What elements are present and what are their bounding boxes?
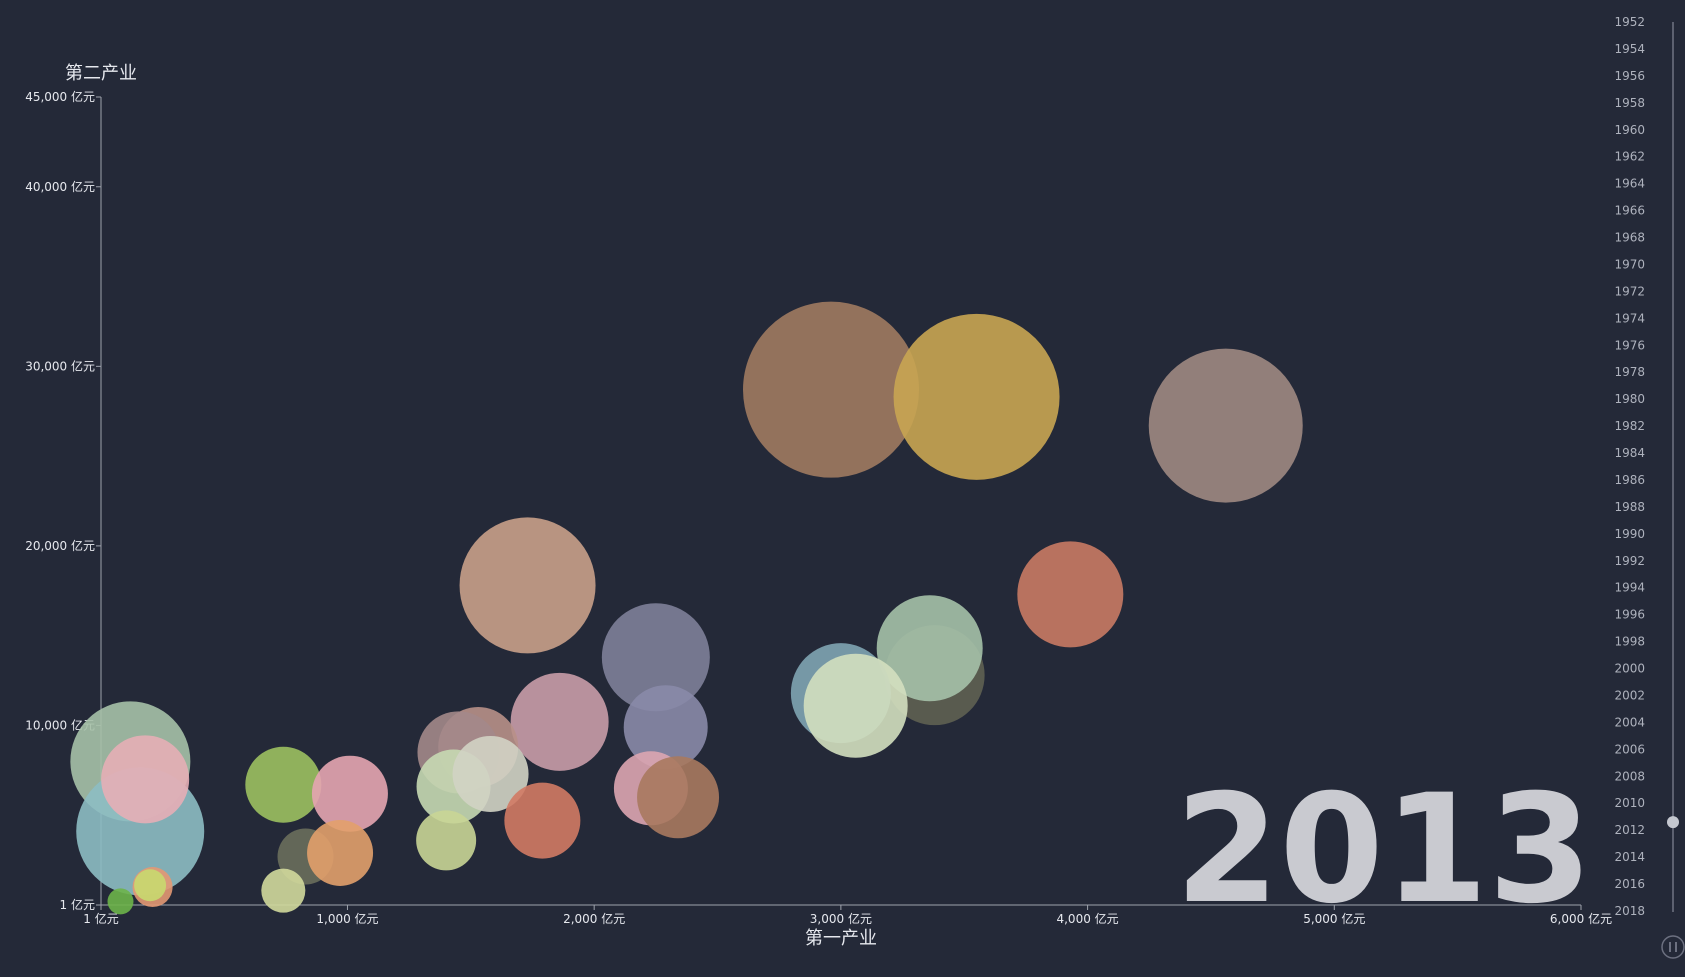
data-bubble[interactable] (623, 685, 708, 770)
x-axis-title: 第一产业 (805, 928, 877, 949)
x-tick-label: 2,000 亿元 (563, 911, 625, 926)
timeline-year-label[interactable]: 1990 (1614, 527, 1645, 541)
timeline-labels: 1952 1954 1956 1958 1960 1962 1964 1966 1968 1970… (1614, 15, 1645, 918)
pause-icon-bar-left (1669, 942, 1671, 952)
timeline-year-label[interactable]: 1956 (1614, 69, 1645, 83)
data-bubble[interactable] (1148, 348, 1303, 503)
y-tick-label: 30,000 亿元 (25, 358, 95, 373)
timeline-year-label[interactable]: 1976 (1614, 338, 1645, 352)
timeline-year-label[interactable]: 1964 (1614, 177, 1645, 191)
data-bubble[interactable] (637, 756, 720, 839)
data-bubble[interactable] (1017, 541, 1124, 648)
timeline-handle[interactable] (1667, 816, 1679, 829)
y-tick-label: 20,000 亿元 (25, 538, 95, 553)
timeline-year-label[interactable]: 1962 (1614, 150, 1645, 164)
timeline-year-label[interactable]: 2016 (1614, 877, 1645, 891)
timeline-year-label[interactable]: 1978 (1614, 365, 1645, 379)
x-tick-label: 4,000 亿元 (1056, 911, 1118, 926)
axes: 1 亿元 10,000 亿元 20,000 亿元 30,000 亿元 40,000 亿元… (25, 63, 1612, 949)
data-bubble[interactable] (803, 653, 908, 758)
timeline-year-label[interactable]: 1970 (1614, 257, 1645, 271)
data-bubble[interactable] (134, 869, 167, 902)
timeline-year-label[interactable]: 1972 (1614, 284, 1645, 298)
timeline-year-label[interactable]: 2006 (1614, 742, 1645, 756)
timeline-year-label[interactable]: 1952 (1614, 15, 1645, 29)
timeline-year-label[interactable]: 2000 (1614, 662, 1645, 676)
bubbles (70, 301, 1303, 915)
data-bubble[interactable] (245, 746, 322, 823)
data-bubble[interactable] (459, 517, 596, 654)
data-bubble[interactable] (876, 595, 983, 702)
timeline-year-label[interactable]: 2012 (1614, 823, 1645, 837)
x-tick-label: 3,000 亿元 (810, 911, 872, 926)
x-tick-label: 1,000 亿元 (316, 911, 378, 926)
data-bubble[interactable] (307, 819, 374, 886)
data-bubble[interactable] (416, 810, 477, 871)
data-bubble[interactable] (261, 868, 306, 913)
y-tick-label: 1 亿元 (60, 897, 95, 912)
pause-icon[interactable] (1661, 935, 1685, 959)
timeline-year-label[interactable]: 1998 (1614, 635, 1645, 649)
timeline-year-label[interactable]: 1986 (1614, 473, 1645, 487)
timeline-year-label[interactable]: 1992 (1614, 554, 1645, 568)
y-tick-label: 40,000 亿元 (25, 179, 95, 194)
data-bubble[interactable] (107, 888, 134, 915)
timeline-year-label[interactable]: 1994 (1614, 581, 1645, 595)
data-bubble[interactable] (504, 782, 581, 859)
timeline-year-label[interactable]: 1984 (1614, 446, 1645, 460)
timeline-year-label[interactable]: 1966 (1614, 204, 1645, 218)
timeline-year-label[interactable]: 1996 (1614, 608, 1645, 622)
timeline-year-label[interactable]: 2010 (1614, 796, 1645, 810)
y-axis-title: 第二产业 (65, 63, 137, 84)
timeline-year-label[interactable]: 2014 (1614, 850, 1645, 864)
pause-button[interactable] (1661, 935, 1685, 959)
data-bubble[interactable] (601, 603, 710, 712)
timeline-year-label[interactable]: 1958 (1614, 96, 1645, 110)
y-tick-label: 45,000 亿元 (25, 89, 95, 104)
data-bubble[interactable] (452, 735, 529, 812)
data-bubble[interactable] (893, 313, 1060, 480)
x-ticks: 1 亿元 1,000 亿元 2,000 亿元 3,000 亿元 4,000 亿元 5,00… (83, 905, 1612, 926)
y-tick-label: 10,000 亿元 (25, 717, 95, 732)
timeline-year-label[interactable]: 1954 (1614, 42, 1645, 56)
data-bubble[interactable] (311, 755, 388, 832)
x-tick-label: 1 亿元 (83, 911, 118, 926)
timeline-year-label[interactable]: 1980 (1614, 392, 1645, 406)
timeline-year-label[interactable]: 2002 (1614, 688, 1645, 702)
timeline-year-label[interactable]: 1960 (1614, 123, 1645, 137)
timeline-year-label[interactable]: 2008 (1614, 769, 1645, 783)
data-bubble[interactable] (510, 672, 609, 771)
pause-icon-bar-right (1675, 942, 1677, 952)
timeline-year-label[interactable]: 2018 (1614, 904, 1645, 918)
timeline-year-label[interactable]: 1988 (1614, 500, 1645, 514)
x-tick-label: 5,000 亿元 (1303, 911, 1365, 926)
x-tick-label: 6,000 亿元 (1550, 911, 1612, 926)
timeline-year-label[interactable]: 1974 (1614, 311, 1645, 325)
data-bubble[interactable] (743, 301, 920, 478)
timeline[interactable]: 1952 1954 1956 1958 1960 1962 1964 1966 1968 1970… (1614, 15, 1685, 959)
timeline-year-label[interactable]: 1982 (1614, 419, 1645, 433)
current-year-label: 2013 (1175, 763, 1592, 937)
timeline-year-label[interactable]: 1968 (1614, 231, 1645, 245)
y-ticks: 1 亿元 10,000 亿元 20,000 亿元 30,000 亿元 40,000 亿元… (25, 89, 101, 912)
timeline-year-label[interactable]: 2004 (1614, 715, 1645, 729)
data-bubble[interactable] (101, 735, 190, 824)
